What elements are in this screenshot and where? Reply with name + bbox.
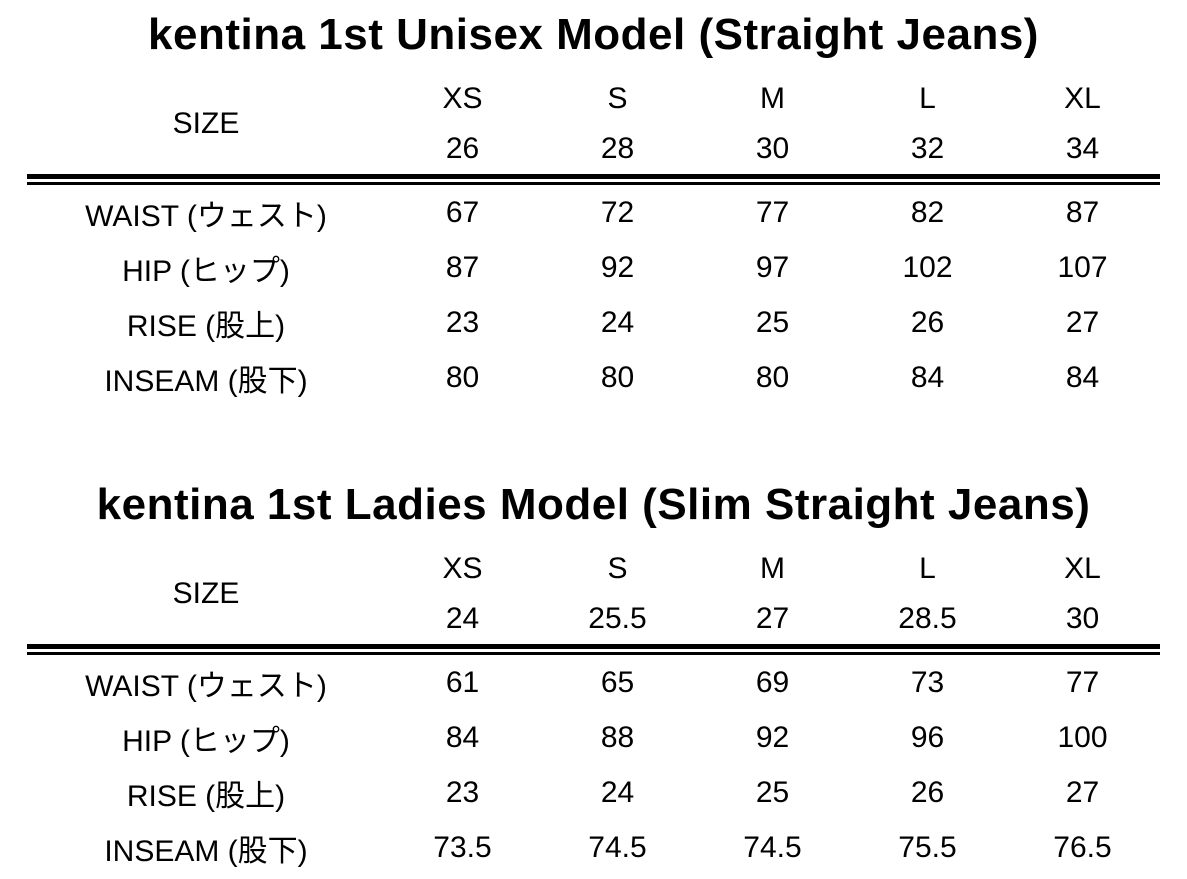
size-number: 25.5: [588, 602, 647, 635]
table-cell: 84: [1065, 360, 1100, 394]
table-cell: 76.5: [1053, 830, 1112, 864]
column-header-xs: XS 26: [385, 74, 540, 174]
table-cell: 24: [600, 305, 635, 339]
table-cell: 75.5: [898, 830, 957, 864]
size-corner-label: SIZE: [172, 577, 240, 610]
table-cell: 65: [600, 665, 635, 699]
ladies-size-chart: kentina 1st Ladies Model (Slim Straight …: [0, 480, 1187, 875]
size-letter: S: [607, 552, 628, 585]
row-label: WAIST (ウェスト): [85, 669, 327, 703]
table-row-inseam: INSEAM (股下) 80 80 80 84 84: [27, 350, 1160, 405]
size-letter: XS: [442, 552, 483, 585]
row-label: RISE (股上): [126, 779, 286, 813]
table-header: SIZE XS 26 S 28 M 30 L 32 XL 34: [27, 74, 1160, 174]
table-cell: 73.5: [433, 830, 492, 864]
column-header-l: L 28.5: [850, 544, 1005, 644]
table-cell: 82: [910, 195, 945, 229]
table-row-waist: WAIST (ウェスト) 67 72 77 82 87: [27, 185, 1160, 240]
table-cell: 96: [910, 720, 945, 754]
table-row-rise: RISE (股上) 23 24 25 26 27: [27, 295, 1160, 350]
column-header-m: M 27: [695, 544, 850, 644]
table-cell: 67: [445, 195, 480, 229]
table-cell: 88: [600, 720, 635, 754]
header-divider: [27, 644, 1160, 655]
table-cell: 74.5: [743, 830, 802, 864]
table-cell: 24: [600, 775, 635, 809]
size-number: 24: [445, 602, 480, 635]
unisex-chart-title: kentina 1st Unisex Model (Straight Jeans…: [148, 10, 1039, 59]
size-number: 30: [1065, 602, 1100, 635]
table-cell: 74.5: [588, 830, 647, 864]
column-header-s: S 25.5: [540, 544, 695, 644]
header-divider: [27, 174, 1160, 185]
ladies-chart-title: kentina 1st Ladies Model (Slim Straight …: [96, 480, 1091, 529]
table-cell: 92: [755, 720, 790, 754]
column-header-xs: XS 24: [385, 544, 540, 644]
table-cell: 25: [755, 305, 790, 339]
row-label: RISE (股上): [126, 309, 286, 343]
table-cell: 77: [755, 195, 790, 229]
table-row-waist: WAIST (ウェスト) 61 65 69 73 77: [27, 655, 1160, 710]
table-cell: 77: [1065, 665, 1100, 699]
table-cell: 23: [445, 775, 480, 809]
size-letter: M: [760, 82, 785, 115]
table-cell: 61: [445, 665, 480, 699]
row-label: HIP (ヒップ): [122, 724, 290, 758]
ladies-size-table: SIZE XS 24 S 25.5 M 27 L 28.5 XL 30: [27, 544, 1160, 875]
size-number: 26: [445, 132, 480, 165]
table-cell: 23: [445, 305, 480, 339]
size-letter: M: [760, 552, 785, 585]
table-row-hip: HIP (ヒップ) 84 88 92 96 100: [27, 710, 1160, 765]
table-cell: 27: [1065, 775, 1100, 809]
table-cell: 87: [445, 250, 480, 284]
table-row-hip: HIP (ヒップ) 87 92 97 102 107: [27, 240, 1160, 295]
table-cell: 80: [755, 360, 790, 394]
row-label: INSEAM (股下): [104, 364, 308, 398]
table-cell: 102: [902, 250, 953, 284]
table-header: SIZE XS 24 S 25.5 M 27 L 28.5 XL 30: [27, 544, 1160, 644]
size-letter: L: [919, 552, 936, 585]
row-label: INSEAM (股下): [104, 834, 308, 868]
column-header-l: L 32: [850, 74, 1005, 174]
row-label: WAIST (ウェスト): [85, 199, 327, 233]
size-letter: XS: [442, 82, 483, 115]
row-label: HIP (ヒップ): [122, 254, 290, 288]
size-letter: XL: [1064, 82, 1101, 115]
table-cell: 100: [1057, 720, 1108, 754]
table-cell: 25: [755, 775, 790, 809]
table-cell: 84: [445, 720, 480, 754]
size-letter: XL: [1064, 552, 1101, 585]
table-cell: 73: [910, 665, 945, 699]
size-number: 34: [1065, 132, 1100, 165]
table-cell: 84: [910, 360, 945, 394]
table-cell: 80: [445, 360, 480, 394]
size-number: 30: [755, 132, 790, 165]
table-cell: 26: [910, 775, 945, 809]
table-cell: 26: [910, 305, 945, 339]
size-number: 27: [755, 602, 790, 635]
column-header-xl: XL 30: [1005, 544, 1160, 644]
table-row-rise: RISE (股上) 23 24 25 26 27: [27, 765, 1160, 820]
table-cell: 80: [600, 360, 635, 394]
table-row-inseam: INSEAM (股下) 73.5 74.5 74.5 75.5 76.5: [27, 820, 1160, 875]
size-letter: S: [607, 82, 628, 115]
table-cell: 69: [755, 665, 790, 699]
column-header-m: M 30: [695, 74, 850, 174]
size-number: 28.5: [898, 602, 957, 635]
size-corner-label: SIZE: [172, 107, 240, 140]
size-letter: L: [919, 82, 936, 115]
table-cell: 87: [1065, 195, 1100, 229]
table-cell: 27: [1065, 305, 1100, 339]
unisex-size-chart: kentina 1st Unisex Model (Straight Jeans…: [0, 0, 1187, 405]
column-header-xl: XL 34: [1005, 74, 1160, 174]
table-cell: 107: [1057, 250, 1108, 284]
size-number: 28: [600, 132, 635, 165]
column-header-s: S 28: [540, 74, 695, 174]
table-cell: 72: [600, 195, 635, 229]
table-cell: 92: [600, 250, 635, 284]
table-cell: 97: [755, 250, 790, 284]
size-number: 32: [910, 132, 945, 165]
unisex-size-table: SIZE XS 26 S 28 M 30 L 32 XL 34: [27, 74, 1160, 405]
